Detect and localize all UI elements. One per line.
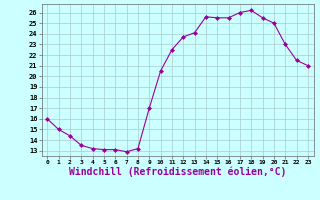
X-axis label: Windchill (Refroidissement éolien,°C): Windchill (Refroidissement éolien,°C) — [69, 167, 286, 177]
